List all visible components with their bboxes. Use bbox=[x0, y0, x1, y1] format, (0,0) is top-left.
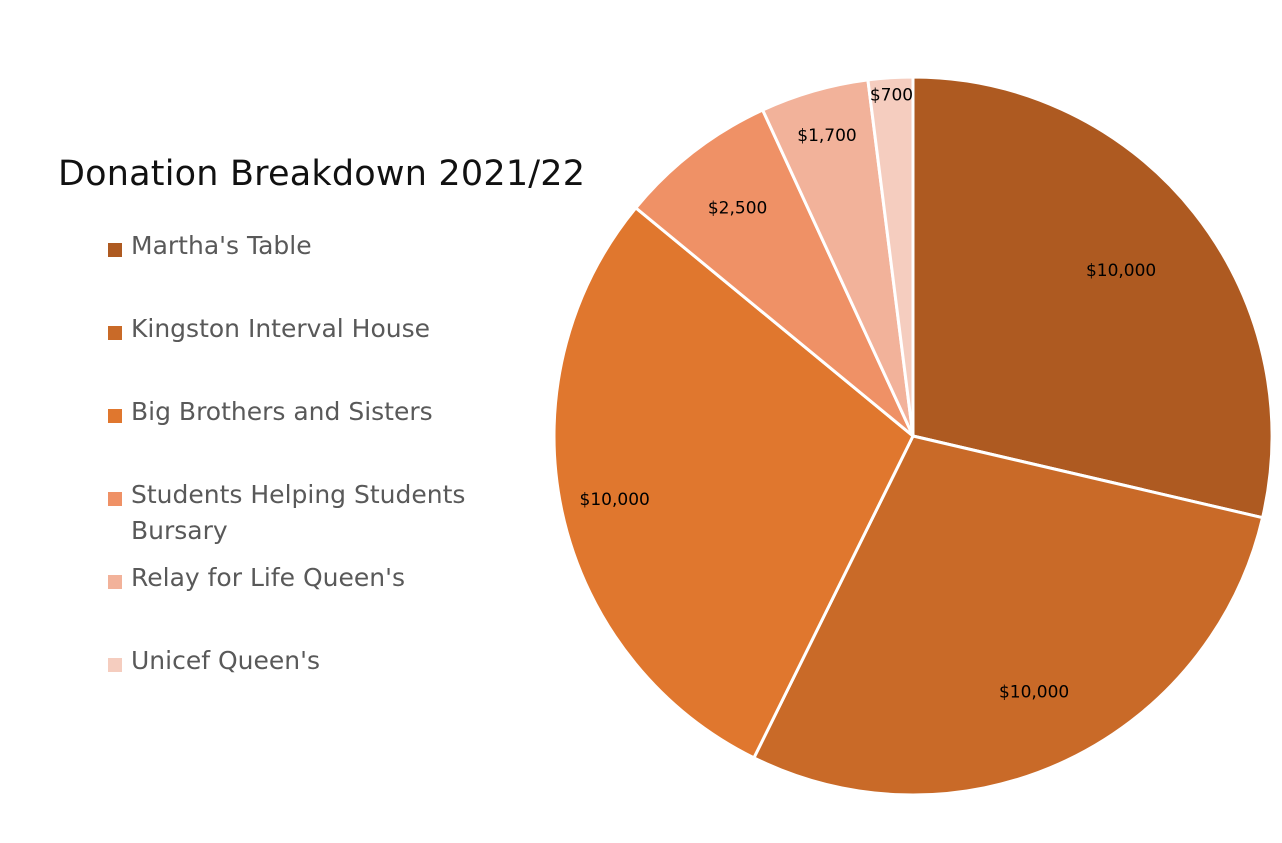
pie-slice bbox=[866, 75, 915, 438]
pie-data-label: $1,700 bbox=[797, 126, 856, 146]
legend-item: Martha's Table bbox=[108, 228, 503, 264]
pie-slice bbox=[911, 75, 1274, 520]
legend-swatch bbox=[108, 409, 122, 423]
pie-slice bbox=[752, 434, 1265, 797]
legend-item: Relay for Life Queen's bbox=[108, 560, 503, 596]
legend-swatch bbox=[108, 326, 122, 340]
legend-label: Students Helping Students Bursary bbox=[131, 480, 466, 545]
legend-item: Students Helping Students Bursary bbox=[108, 477, 503, 549]
legend-item: Kingston Interval House bbox=[108, 311, 503, 347]
pie-data-labels: $10,000 $10,000 $10,000 $2,500 $1,700 $700 bbox=[580, 86, 1157, 703]
pie-slice bbox=[552, 206, 915, 760]
pie-data-label: $700 bbox=[870, 86, 913, 106]
legend-item: Unicef Queen's bbox=[108, 643, 503, 679]
pie-data-label: $10,000 bbox=[580, 490, 650, 510]
pie-slice bbox=[634, 108, 915, 438]
legend-label: Martha's Table bbox=[131, 231, 312, 260]
legend-swatch bbox=[108, 492, 122, 506]
legend-swatch bbox=[108, 575, 122, 589]
legend-label: Kingston Interval House bbox=[131, 314, 430, 343]
pie-data-label: $10,000 bbox=[999, 683, 1069, 703]
legend-swatch bbox=[108, 243, 122, 257]
pie-slices bbox=[552, 75, 1274, 797]
pie-data-label: $10,000 bbox=[1086, 261, 1156, 281]
legend-item: Big Brothers and Sisters bbox=[108, 394, 503, 430]
chart-title: Donation Breakdown 2021/22 bbox=[58, 154, 586, 194]
legend-label: Unicef Queen's bbox=[131, 646, 320, 675]
legend-label: Big Brothers and Sisters bbox=[131, 397, 433, 426]
legend-label: Relay for Life Queen's bbox=[131, 563, 405, 592]
legend-swatch bbox=[108, 658, 122, 672]
pie-data-label: $2,500 bbox=[708, 199, 767, 219]
